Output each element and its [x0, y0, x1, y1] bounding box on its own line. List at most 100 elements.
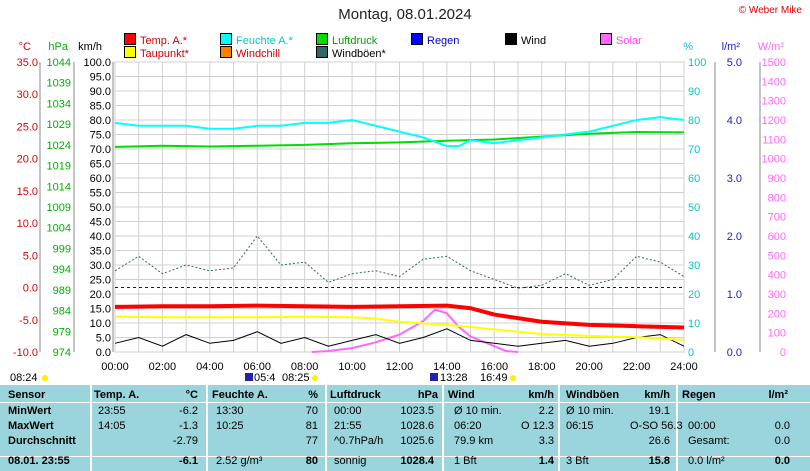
- temp-tick-label: 20.0: [17, 154, 38, 166]
- table-header: km/h: [644, 389, 670, 401]
- rain-tick-label: 4.0: [727, 115, 742, 127]
- moon-time-a: 05:4: [254, 372, 275, 384]
- humidity-tick-label: 60: [688, 173, 700, 185]
- x-tick-label: 24:00: [670, 361, 698, 373]
- table-header: l/m²: [768, 389, 788, 401]
- legend-item: Taupunkt*: [124, 46, 189, 60]
- table-cell: 06:15: [566, 420, 594, 432]
- temp-axis-label: °C: [19, 41, 31, 53]
- legend-item: Solar: [600, 33, 642, 47]
- solar-tick-label: 1000: [762, 154, 786, 166]
- humidity-tick-label: 20: [688, 289, 700, 301]
- legend-swatch: [220, 33, 232, 45]
- table-cell: sonnig: [334, 455, 367, 467]
- rain-tick-label: 5.0: [727, 57, 742, 69]
- legend-swatch: [600, 33, 612, 45]
- rain-tick-label: 3.0: [727, 173, 742, 185]
- table-cell: -6.1: [179, 455, 198, 467]
- solar-tick-label: 200: [768, 308, 786, 320]
- temp-tick-label: 25.0: [17, 121, 38, 133]
- rain-axis-label: l/m²: [722, 41, 741, 53]
- wind-tick-label: 20.0: [90, 289, 111, 301]
- table-header: km/h: [528, 389, 554, 401]
- solar-tick-label: 400: [768, 270, 786, 282]
- moon-icon: [245, 373, 253, 381]
- table-header: Temp. A.: [94, 389, 140, 401]
- sun-icon: [312, 375, 318, 381]
- table-cell: 10:25: [216, 420, 244, 432]
- temp-tick-label: 30.0: [17, 89, 38, 101]
- solar-tick-label: 100: [768, 328, 786, 340]
- wind-tick-label: 80.0: [90, 115, 111, 127]
- legend-swatch: [316, 33, 328, 45]
- wind-tick-label: 60.0: [90, 173, 111, 185]
- legend-swatch: [316, 46, 328, 58]
- x-tick-label: 12:00: [386, 361, 414, 373]
- table-divider: [206, 385, 208, 471]
- humidity-tick-label: 50: [688, 202, 700, 214]
- legend-item: Windchill: [220, 46, 280, 60]
- humidity-tick-label: 30: [688, 260, 700, 272]
- table-cell: -1.3: [179, 420, 198, 432]
- moon-icon: [430, 373, 438, 381]
- x-tick-label: 00:00: [101, 361, 129, 373]
- legend-swatch: [124, 33, 136, 45]
- table-header: Regen: [682, 389, 716, 401]
- pressure-tick-label: 1019: [47, 161, 71, 173]
- table-cell: 1028.4: [400, 455, 434, 467]
- table-cell: 19.1: [648, 405, 670, 417]
- series-line-temp-a: [114, 303, 685, 330]
- table-header: Windböen: [566, 389, 620, 401]
- table-header: Feuchte A.: [212, 389, 268, 401]
- pressure-tick-label: 1014: [47, 181, 71, 193]
- wind-tick-label: 85.0: [90, 101, 111, 113]
- pressure-tick-label: 974: [53, 347, 71, 359]
- solar-tick-label: 900: [768, 173, 786, 185]
- wind-tick-label: 30.0: [90, 260, 111, 272]
- solar-tick-label: 1300: [762, 96, 786, 108]
- table-cell: 81: [305, 420, 318, 432]
- marker-time-a: 08:25: [282, 372, 310, 384]
- table-cell: 26.6: [648, 435, 670, 447]
- sunrise-time: 08:24: [10, 372, 38, 384]
- table-cell: 0.0: [774, 435, 790, 447]
- table-cell: 13:30: [216, 405, 244, 417]
- x-tick-label: 06:00: [243, 361, 271, 373]
- table-divider: [0, 402, 810, 403]
- wind-tick-label: 40.0: [90, 231, 111, 243]
- wind-tick-label: 25.0: [90, 275, 111, 287]
- table-cell: 1025.6: [400, 435, 434, 447]
- x-tick-label: 08:00: [291, 361, 319, 373]
- temp-tick-label: 10.0: [17, 218, 38, 230]
- pressure-tick-label: 1044: [47, 57, 71, 69]
- table-cell: 1 Bft: [454, 455, 477, 467]
- solar-tick-label: 800: [768, 192, 786, 204]
- table-cell: Ø 10 min.: [566, 405, 614, 417]
- solar-tick-label: 300: [768, 289, 786, 301]
- table-cell: 80: [305, 455, 318, 467]
- table-cell: 3.3: [538, 435, 554, 447]
- sun-icon: [42, 375, 48, 381]
- legend-item: Regen: [411, 33, 459, 47]
- table-cell: 00:00: [334, 405, 362, 417]
- wind-tick-label: 70.0: [90, 144, 111, 156]
- wind-tick-label: 5.0: [96, 333, 111, 345]
- table-cell: 1.4: [538, 455, 554, 467]
- series-line-taupunkt: [114, 315, 685, 341]
- table-cell: 1023.5: [400, 405, 434, 417]
- solar-tick-label: 1100: [762, 134, 786, 146]
- table-cell: 0.0: [774, 455, 790, 467]
- table-header: hPa: [417, 389, 438, 401]
- table-cell: ^0.7hPa/h: [334, 435, 384, 447]
- pressure-tick-label: 999: [53, 243, 71, 255]
- table-cell: 79.9 km: [454, 435, 494, 447]
- table-header: Sensor: [8, 389, 46, 401]
- series-line-luftdruck: [114, 130, 685, 148]
- x-tick-label: 20:00: [575, 361, 603, 373]
- x-tick-label: 16:00: [481, 361, 509, 373]
- solar-tick-label: 600: [768, 231, 786, 243]
- table-cell: 06:20: [454, 420, 482, 432]
- table-cell: O-SO 56.3: [630, 420, 683, 432]
- table-row-label: Durchschnitt: [8, 435, 76, 447]
- table-cell: Gesamt:: [688, 435, 730, 447]
